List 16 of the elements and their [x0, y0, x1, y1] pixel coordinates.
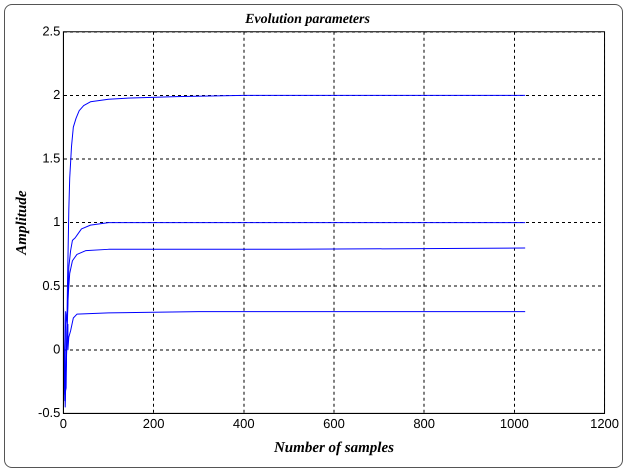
y-axis-title: Amplitude [14, 190, 30, 256]
y-tick-label: 1.5 [42, 150, 60, 166]
x-axis-title: Number of samples [272, 440, 394, 456]
y-tick-label: 2.5 [42, 23, 60, 38]
x-tick-label: 400 [232, 416, 255, 431]
x-tick-label: 1200 [590, 416, 619, 431]
x-tick-label: 200 [142, 416, 164, 431]
chart-title: Evolution parameters [244, 12, 370, 28]
x-tick-label: 800 [413, 416, 436, 431]
y-tick-label: 0.5 [42, 278, 60, 293]
x-tick-label: 600 [323, 416, 345, 431]
x-tick-label: 1000 [500, 416, 529, 431]
y-tick-label: 0 [53, 341, 60, 356]
y-tick-label: 1 [53, 214, 60, 230]
y-tick-label: -0.5 [38, 404, 60, 420]
y-tick-label: 2 [53, 86, 60, 102]
